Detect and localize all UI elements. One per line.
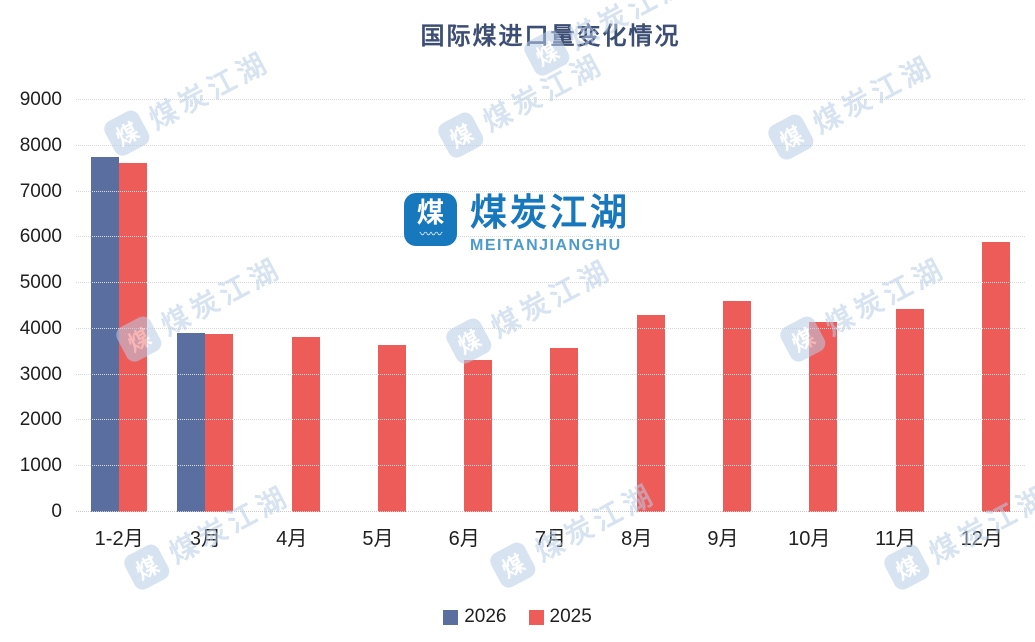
x-axis-label: 9月	[707, 528, 739, 550]
gridline	[76, 465, 1025, 467]
x-axis-label: 5月	[362, 528, 394, 550]
y-axis-label: 4000	[19, 317, 62, 339]
bar-2025	[464, 359, 493, 512]
bar-2025	[636, 315, 665, 512]
category-cell	[680, 100, 766, 512]
brand-name: 煤炭江湖	[470, 192, 630, 233]
gridline	[76, 511, 1025, 512]
x-axis-label: 8月	[621, 528, 653, 550]
legend: 2026 2025	[0, 606, 1035, 628]
bar-2026	[177, 332, 206, 512]
plot-area	[76, 99, 1025, 512]
bar-2025	[550, 347, 579, 512]
brand-logo-wave: 〰〰	[419, 226, 442, 241]
category-cell	[421, 100, 507, 512]
legend-label: 2025	[549, 606, 592, 627]
bar-2025	[895, 308, 924, 512]
y-axis-label: 6000	[19, 226, 62, 248]
x-axis: 1-2月 3月 4月 5月 6月 7月 8月 9月 10月 11月 12月	[76, 522, 1025, 551]
y-axis-label: 7000	[19, 180, 62, 202]
x-axis-label: 10月	[788, 528, 831, 550]
bar-2025	[119, 163, 148, 512]
brand-logo-char: 煤	[417, 197, 444, 228]
bar-series-container	[76, 100, 1025, 512]
category-cell	[76, 100, 162, 512]
y-axis-label: 3000	[19, 363, 62, 385]
category-cell	[162, 100, 248, 512]
legend-item-2026: 2026	[443, 606, 507, 628]
x-axis-label: 11月	[875, 528, 916, 550]
y-axis-label: 8000	[19, 134, 62, 156]
x-axis-label: 4月	[276, 528, 308, 550]
bar-2025	[291, 336, 320, 512]
gridline	[76, 236, 1025, 238]
category-cell	[852, 100, 938, 512]
bar-2025	[205, 334, 234, 512]
legend-swatch	[528, 609, 544, 625]
x-axis-label: 6月	[448, 528, 480, 550]
gridline	[76, 419, 1025, 421]
gridline	[76, 373, 1025, 375]
category-cell	[507, 100, 593, 512]
gridline	[76, 99, 1025, 100]
category-cell	[249, 100, 335, 512]
category-cell	[766, 100, 852, 512]
y-axis-label: 2000	[19, 409, 62, 431]
x-axis-label: 3月	[189, 528, 221, 550]
category-cell	[939, 100, 1025, 512]
gridline	[76, 190, 1025, 192]
y-axis-label: 5000	[19, 272, 62, 294]
legend-item-2025: 2025	[528, 606, 592, 628]
bar-2025	[981, 242, 1010, 512]
bar-2026	[91, 157, 120, 512]
bar-2025	[377, 345, 406, 512]
brand-logo: 煤 〰〰 煤炭江湖 MEITANJIANGHU	[404, 192, 630, 255]
category-cell	[335, 100, 421, 512]
bar-2025	[809, 322, 838, 512]
brand-logo-icon: 煤 〰〰	[404, 193, 457, 246]
legend-swatch	[443, 609, 459, 625]
y-axis-label: 1000	[19, 455, 62, 477]
y-axis-label: 0	[51, 501, 62, 522]
chart-title: 国际煤进口量变化情况	[420, 23, 681, 50]
x-axis-label: 1-2月	[94, 528, 144, 550]
legend-label: 2026	[464, 606, 507, 627]
category-cell	[594, 100, 680, 512]
gridline	[76, 282, 1025, 284]
y-axis: 0 1000 2000 3000 4000 5000 6000 7000 8000 9000	[0, 89, 62, 522]
y-axis-label: 9000	[19, 89, 62, 110]
gridline	[76, 144, 1025, 146]
brand-subtitle: MEITANJIANGHU	[470, 236, 622, 254]
x-axis-label: 7月	[534, 528, 567, 550]
gridline	[76, 327, 1025, 329]
x-axis-label: 12月	[960, 528, 1003, 550]
bar-2025	[722, 301, 751, 512]
